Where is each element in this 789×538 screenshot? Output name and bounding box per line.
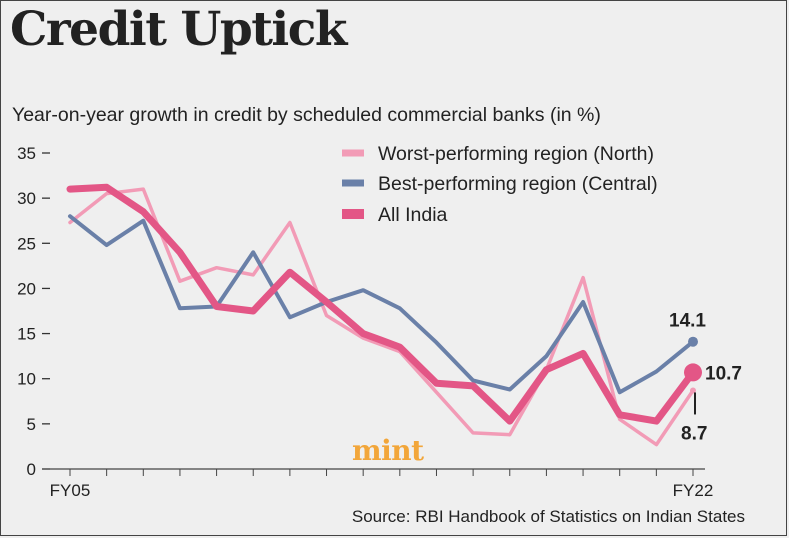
y-tick-label: 25 (17, 234, 36, 253)
legend-label-1: Best-performing region (Central) (378, 173, 658, 195)
y-tick-label: 10 (17, 370, 36, 389)
x-tick-label: FY05 (50, 481, 91, 500)
y-tick-label: 15 (17, 325, 36, 344)
best-end-label: 14.1 (669, 311, 706, 332)
y-tick-label: 35 (17, 144, 36, 163)
worst-end-marker (690, 387, 696, 394)
chart-subtitle: Year-on-year growth in credit by schedul… (12, 104, 601, 126)
series-line-0 (68, 187, 695, 447)
legend-label-2: All India (378, 204, 448, 226)
legend-label-0: Worst-performing region (North) (378, 143, 654, 165)
series-line-2 (66, 183, 697, 425)
y-tick-label: 30 (17, 189, 36, 208)
source-note: Source: RBI Handbook of Statistics on In… (351, 507, 745, 526)
y-tick-label: 20 (17, 279, 36, 298)
y-tick-label: 0 (27, 460, 36, 479)
mint-watermark: mint (352, 434, 424, 467)
x-tick-label: FY22 (673, 481, 714, 500)
all-india-end-label: 10.7 (705, 363, 742, 384)
worst-end-label: 8.7 (681, 423, 707, 444)
best-end-marker (688, 336, 698, 347)
series-line-1 (68, 214, 695, 395)
chart-title: Credit Uptick (10, 2, 347, 57)
all-india-end-marker (684, 363, 702, 382)
y-tick-label: 5 (27, 415, 36, 434)
